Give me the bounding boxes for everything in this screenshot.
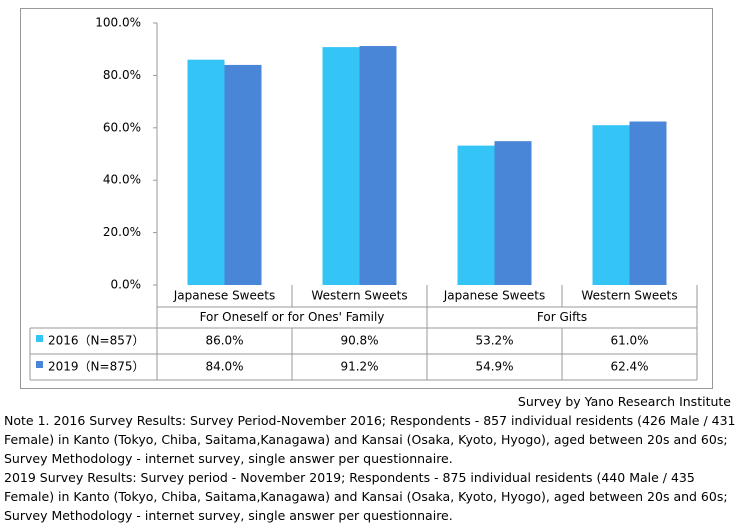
- x-tick-label: Western Sweets: [581, 289, 677, 303]
- value-label: 62.4%: [610, 360, 648, 374]
- group-label: For Oneself or for Ones' Family: [200, 310, 385, 324]
- y-tick-label: 80.0%: [103, 68, 141, 82]
- bar: [224, 64, 262, 285]
- legend-label: 2019（N=875）: [48, 360, 144, 374]
- y-tick-label: 0.0%: [111, 278, 142, 292]
- value-label: 53.2%: [475, 334, 513, 348]
- source: Survey by Yano Research Institute: [517, 394, 731, 409]
- notes: Note 1. 2016 Survey Results: Survey Peri…: [4, 411, 739, 525]
- bar: [592, 125, 630, 286]
- y-tick-label: 60.0%: [103, 120, 141, 134]
- note: Note 1. 2016 Survey Results: Survey Peri…: [4, 413, 736, 466]
- value-label: 61.0%: [610, 334, 648, 348]
- legend-swatch: [36, 335, 43, 342]
- bar: [359, 46, 397, 285]
- chart-border: [20, 8, 713, 389]
- group-label: For Gifts: [537, 310, 587, 324]
- bar: [494, 141, 532, 285]
- y-tick-label: 20.0%: [103, 225, 141, 239]
- bar: [187, 59, 225, 286]
- value-label: 86.0%: [205, 334, 243, 348]
- value-label: 84.0%: [205, 360, 243, 374]
- note: 2019 Survey Results: Survey period - Nov…: [4, 470, 728, 523]
- x-tick-label: Japanese Sweets: [173, 289, 275, 303]
- y-tick-label: 100.0%: [95, 16, 141, 30]
- value-label: 54.9%: [475, 360, 513, 374]
- value-label: 90.8%: [340, 334, 378, 348]
- bar: [457, 145, 495, 285]
- y-tick-label: 40.0%: [103, 173, 141, 187]
- chart: 0.0% 20.0% 40.0% 60.0% 80.0% 100.0% Japanese S…: [20, 8, 713, 389]
- value-label: 91.2%: [340, 360, 378, 374]
- bar: [322, 47, 360, 285]
- x-tick-label: Western Sweets: [311, 289, 407, 303]
- x-tick-label: Japanese Sweets: [443, 289, 545, 303]
- legend-swatch: [36, 361, 43, 368]
- legend-label: 2016（N=857）: [48, 334, 144, 348]
- bar: [629, 121, 667, 286]
